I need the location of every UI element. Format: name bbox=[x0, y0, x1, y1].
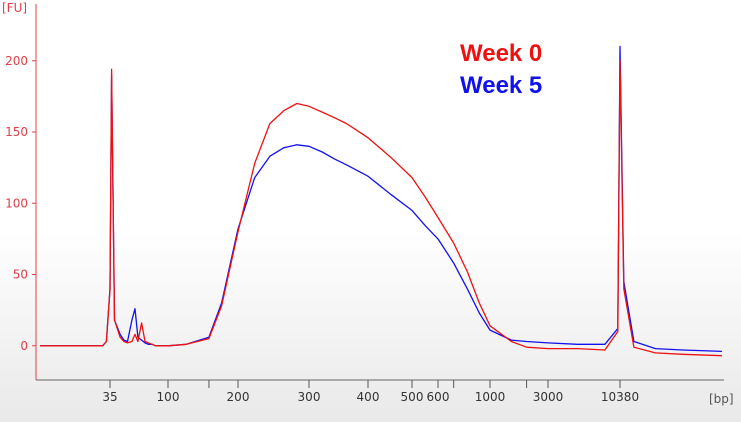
series-layer bbox=[40, 45, 723, 357]
y-unit-label: [FU] bbox=[2, 1, 27, 15]
series-line-week-5 bbox=[40, 45, 723, 353]
x-tick-label: 35 bbox=[102, 390, 117, 404]
x-tick-label: 10380 bbox=[601, 390, 639, 404]
legend-item-week-0: Week 0 bbox=[460, 40, 543, 67]
x-tick-label: 1000 bbox=[475, 390, 506, 404]
x-unit-label: [bp] bbox=[709, 392, 734, 406]
x-tick-label: 300 bbox=[298, 390, 321, 404]
x-tick-label: 600 bbox=[427, 390, 450, 404]
series-line-week-0 bbox=[40, 60, 723, 357]
axes bbox=[35, 4, 724, 381]
y-tick-label: 150 bbox=[5, 125, 28, 139]
y-tick-label: 0 bbox=[20, 339, 28, 353]
legend-item-week-5: Week 5 bbox=[460, 72, 543, 99]
y-axis-ticks: 0 50 100 150 200 bbox=[5, 54, 36, 353]
y-tick-label: 200 bbox=[5, 54, 28, 68]
x-tick-label: 200 bbox=[227, 390, 250, 404]
x-tick-label: 500 bbox=[401, 390, 424, 404]
y-tick-label: 50 bbox=[13, 268, 28, 282]
x-tick-label: 400 bbox=[357, 390, 380, 404]
x-axis-ticks: 35 100 200 300 400 500 600 1000 3000 10380 bbox=[102, 380, 639, 404]
legend: Week 0 Week 5 bbox=[446, 36, 574, 112]
y-tick-label: 100 bbox=[5, 196, 28, 210]
x-tick-label: 3000 bbox=[533, 390, 564, 404]
x-tick-label: 100 bbox=[157, 390, 180, 404]
